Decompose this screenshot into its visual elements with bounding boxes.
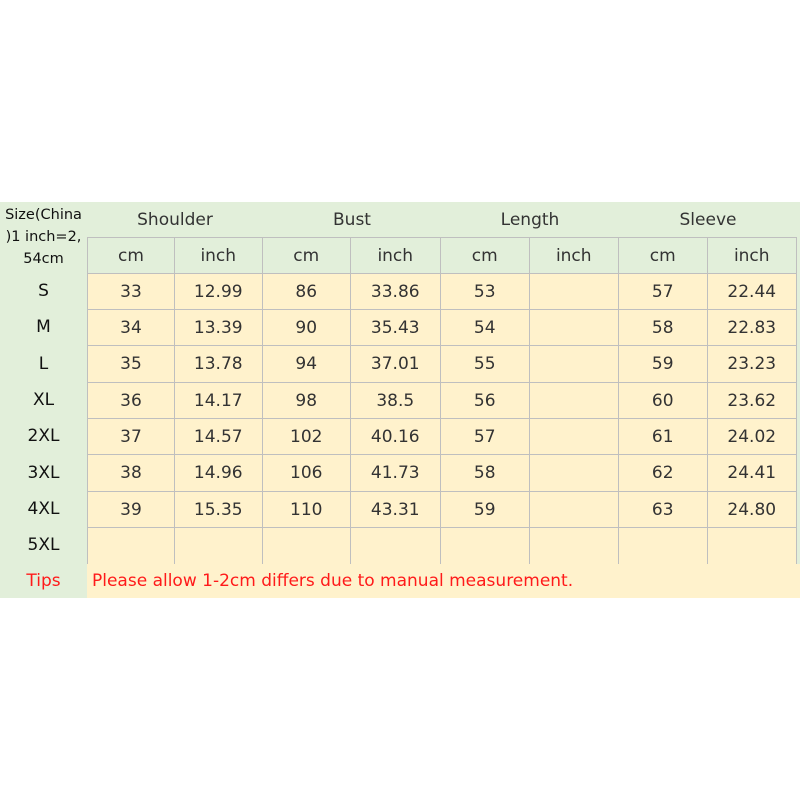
table-cell — [528, 418, 619, 456]
group-header: Shoulder — [87, 202, 263, 237]
table-cell: 62 — [617, 454, 708, 493]
table-cell — [349, 527, 441, 565]
table-cell: 12.99 — [173, 273, 263, 311]
table-cell: 35 — [87, 345, 175, 384]
unit-header: inch — [349, 237, 441, 275]
table-cell: 13.78 — [173, 345, 263, 384]
table-cell — [528, 454, 619, 493]
table-cell: 24.41 — [706, 454, 797, 493]
group-header: Bust — [263, 202, 441, 237]
tips-label: Tips — [26, 571, 61, 591]
size-label: XL — [32, 390, 55, 410]
table-cell: 38 — [87, 454, 175, 493]
unit-header: cm — [439, 237, 530, 275]
table-cell: 37.01 — [349, 345, 441, 384]
table-cell: 14.96 — [173, 454, 263, 493]
table-cell: 38.5 — [349, 382, 441, 420]
table-cell: 41.73 — [349, 454, 441, 493]
size-label: 3XL — [27, 462, 60, 483]
table-cell: 59 — [617, 345, 708, 384]
table-cell — [173, 527, 263, 565]
table-cell: 90 — [261, 309, 351, 347]
table-cell: 57 — [617, 273, 708, 311]
table-cell — [706, 527, 797, 565]
table-cell: 58 — [617, 309, 708, 347]
table-cell: 24.80 — [706, 491, 797, 529]
table-cell — [528, 273, 619, 311]
table-cell — [87, 527, 175, 565]
table-cell: 24.02 — [706, 418, 797, 456]
table-cell: 59 — [439, 491, 530, 529]
size-header: Size(China )1 inch=2, 54cm — [5, 207, 82, 267]
table-cell: 23.23 — [706, 345, 797, 384]
table-cell: 106 — [261, 454, 351, 493]
group-header: Sleeve — [619, 202, 797, 237]
table-cell: 36 — [87, 382, 175, 420]
size-label: 4XL — [27, 499, 60, 519]
tips-text: Please allow 1-2cm differs due to manual… — [87, 564, 800, 598]
unit-header: cm — [261, 237, 351, 275]
table-cell: 58 — [439, 454, 530, 493]
size-label: 2XL — [27, 426, 60, 446]
table-cell: 37 — [87, 418, 175, 456]
table-cell: 98 — [261, 382, 351, 420]
table-cell: 61 — [617, 418, 708, 456]
table-cell: 14.17 — [173, 382, 263, 420]
table-cell: 15.35 — [173, 491, 263, 529]
group-header: Length — [441, 202, 619, 237]
table-cell: 94 — [261, 345, 351, 384]
table-cell: 86 — [261, 273, 351, 311]
table-cell: 102 — [261, 418, 351, 456]
table-cell: 35.43 — [349, 309, 441, 347]
table-cell — [439, 527, 530, 565]
table-cell: 57 — [439, 418, 530, 456]
table-cell: 56 — [439, 382, 530, 420]
table-cell: 43.31 — [349, 491, 441, 529]
table-cell: 34 — [87, 309, 175, 347]
table-cell: 33.86 — [349, 273, 441, 311]
unit-header: inch — [173, 237, 263, 275]
table-cell: 23.62 — [706, 382, 797, 420]
unit-header: cm — [617, 237, 708, 275]
table-cell: 22.44 — [706, 273, 797, 311]
size-label: 5XL — [27, 535, 60, 555]
table-cell — [528, 491, 619, 529]
table-cell: 110 — [261, 491, 351, 529]
unit-header: inch — [528, 237, 619, 275]
unit-header: inch — [706, 237, 797, 275]
table-cell: 13.39 — [173, 309, 263, 347]
table-cell: 54 — [439, 309, 530, 347]
table-cell: 33 — [87, 273, 175, 311]
table-cell — [261, 527, 351, 565]
table-cell: 55 — [439, 345, 530, 384]
size-label: M — [36, 317, 51, 337]
table-cell: 63 — [617, 491, 708, 529]
table-cell: 60 — [617, 382, 708, 420]
table-cell — [528, 527, 619, 565]
table-cell — [528, 382, 619, 420]
table-cell — [528, 345, 619, 384]
size-label: L — [38, 353, 49, 374]
table-cell — [617, 527, 708, 565]
table-cell: 40.16 — [349, 418, 441, 456]
unit-header: cm — [87, 237, 175, 275]
table-cell: 14.57 — [173, 418, 263, 456]
table-cell: 39 — [87, 491, 175, 529]
table-cell — [528, 309, 619, 347]
size-chart: Size(China )1 inch=2, 54cm Shoulder Bust L… — [0, 202, 800, 598]
table-cell: 53 — [439, 273, 530, 311]
table-cell: 22.83 — [706, 309, 797, 347]
size-label: S — [38, 281, 49, 301]
